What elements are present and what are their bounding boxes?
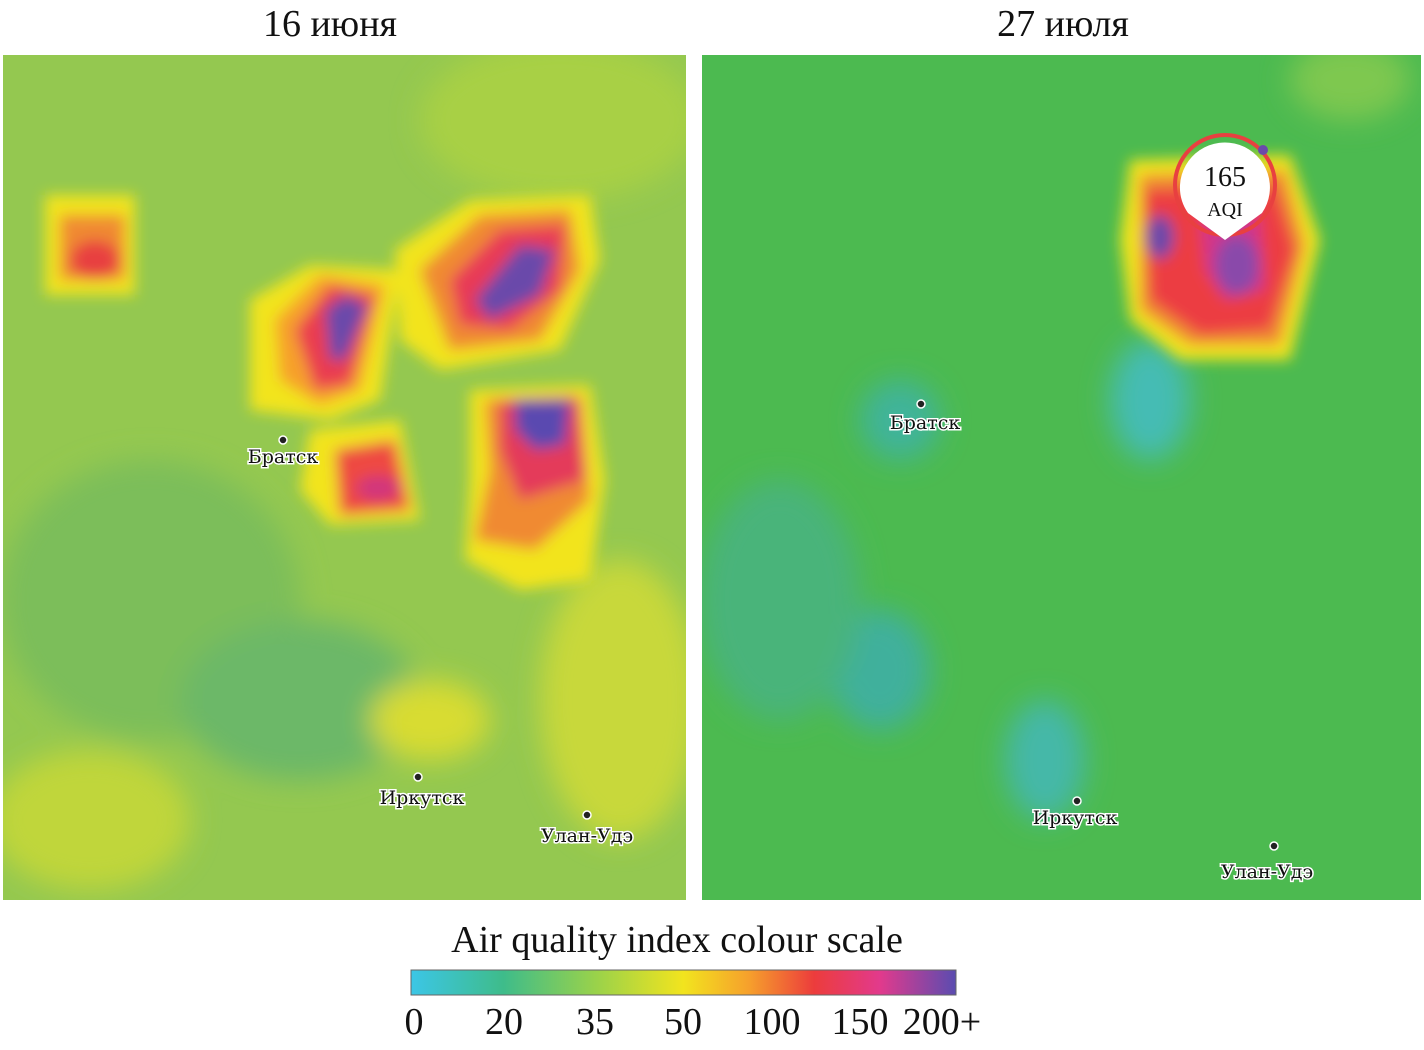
city-dot bbox=[1072, 796, 1082, 806]
scale-label: 0 bbox=[405, 1001, 424, 1043]
scale-label: 100 bbox=[744, 1001, 801, 1043]
city-label: Братск bbox=[248, 446, 319, 468]
scale-label: 150 bbox=[832, 1001, 889, 1043]
scale-label: 50 bbox=[664, 1001, 702, 1043]
city-label: Иркутск bbox=[380, 787, 465, 809]
city-dot bbox=[413, 772, 423, 782]
city-dot bbox=[916, 399, 926, 409]
scale-label: 20 bbox=[485, 1001, 523, 1043]
panel-title: 16 июня bbox=[263, 3, 397, 45]
legend-ticks: 0 20 35 50 100 150 200+ bbox=[405, 1001, 982, 1043]
city-dot bbox=[278, 435, 288, 445]
cities: Братск Иркутск Улан-Удэ Братск Иркутск Улан-У… bbox=[246, 399, 1315, 885]
city-label: Улан-Удэ bbox=[541, 825, 633, 847]
panel-title: 27 июля bbox=[997, 3, 1129, 45]
city-label: Иркутск bbox=[1033, 807, 1118, 829]
map-right: 165 AQI bbox=[702, 55, 1421, 900]
aqi-marker: 165 AQI bbox=[1173, 133, 1277, 240]
colour-scale bbox=[410, 969, 957, 996]
scale-label: 35 bbox=[576, 1001, 614, 1043]
aqi-unit: AQI bbox=[1207, 199, 1243, 221]
city-dot bbox=[582, 810, 592, 820]
map-left bbox=[3, 55, 686, 900]
scale-label: 200+ bbox=[903, 1001, 981, 1043]
legend-title: Air quality index colour scale bbox=[451, 919, 903, 961]
city-dot bbox=[1269, 841, 1279, 851]
city-label: Улан-Удэ bbox=[1221, 861, 1313, 883]
aqi-value: 165 bbox=[1204, 162, 1246, 193]
city-label: Братск bbox=[890, 412, 961, 434]
